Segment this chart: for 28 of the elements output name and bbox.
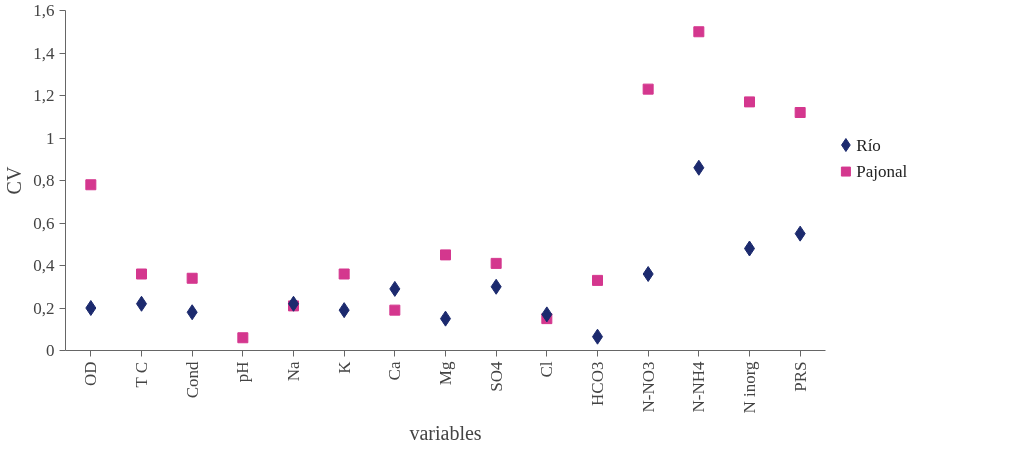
x-tick-label: SO4: [486, 361, 506, 392]
y-tick-label: 1,4: [33, 43, 55, 63]
legend-label: Pajonal: [856, 162, 908, 182]
x-tick-label: Cl: [537, 361, 557, 378]
y-tick-label: 0,8: [33, 171, 55, 190]
legend-label: Río: [856, 135, 881, 155]
x-tick-label: OD: [81, 361, 101, 387]
x-tick-label: T C: [132, 361, 151, 388]
x-tick-label: K: [334, 360, 354, 374]
y-tick-label: 1: [46, 128, 55, 148]
x-tick-label: PRS: [790, 361, 810, 392]
x-tick-label: N inorg: [740, 361, 759, 414]
y-tick-label: 0: [46, 341, 55, 360]
x-axis-title: variables: [409, 421, 482, 444]
y-tick-label: 0,2: [33, 298, 55, 318]
x-tick-label: Cond: [182, 361, 202, 399]
x-tick-label: N-NO3: [638, 361, 658, 413]
x-tick-label: Ca: [385, 361, 405, 381]
x-tick-label: HCO3: [588, 361, 607, 406]
y-tick-label: 0,6: [33, 213, 55, 233]
y-tick-label: 1,2: [33, 86, 55, 105]
y-tick-label: 0,4: [33, 256, 55, 275]
y-tick-label: 1,6: [33, 1, 55, 20]
x-tick-label: pH: [233, 361, 253, 383]
x-tick-label: N-NH4: [689, 361, 709, 413]
x-tick-label: Mg: [436, 361, 455, 386]
y-axis-title: CV: [3, 166, 26, 195]
x-tick-label: Na: [284, 361, 303, 382]
